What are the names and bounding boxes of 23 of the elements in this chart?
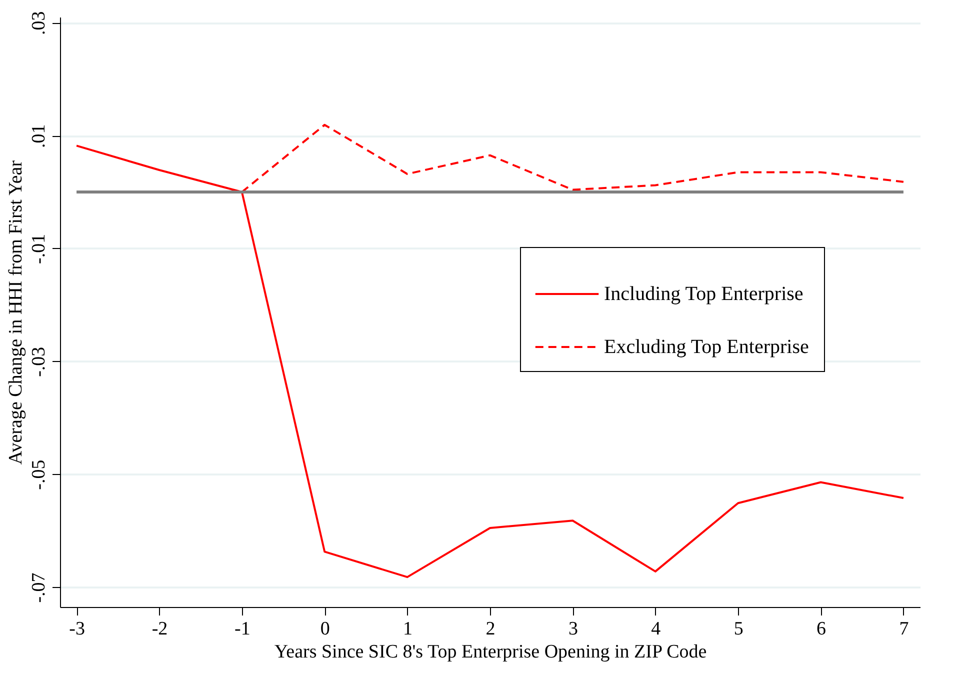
x-tick-label: -2 [152, 618, 168, 640]
legend-label: Excluding Top Enterprise [604, 336, 809, 358]
y-tick-label: -.03 [28, 346, 50, 377]
x-tick-label: 4 [651, 618, 662, 640]
y-tick-label: -.01 [28, 234, 50, 264]
x-tick-label: -3 [69, 618, 85, 640]
line-series [76, 144, 904, 578]
y-tick-label: .03 [28, 11, 50, 36]
y-tick-label: .01 [28, 124, 50, 148]
x-tick-label: 0 [320, 618, 330, 640]
y-axis-title: Average Change in HHI from First Year [6, 160, 26, 465]
x-tick-label: 5 [734, 618, 744, 640]
x-tick-label: 1 [403, 618, 413, 640]
x-tick-label: 3 [568, 618, 578, 640]
x-tick-label: 2 [486, 618, 496, 640]
x-tick-label: -1 [234, 618, 250, 640]
x-tick-label: 6 [816, 618, 826, 640]
y-tick-label: -.05 [28, 460, 50, 490]
y-tick-label: -.07 [28, 572, 50, 603]
x-axis-title: Years Since SIC 8's Top Enterprise Opening in ZIP Code [274, 642, 707, 662]
legend-label: Including Top Enterprise [604, 283, 804, 305]
line-series [240, 124, 904, 194]
x-tick-label: 7 [899, 618, 909, 640]
